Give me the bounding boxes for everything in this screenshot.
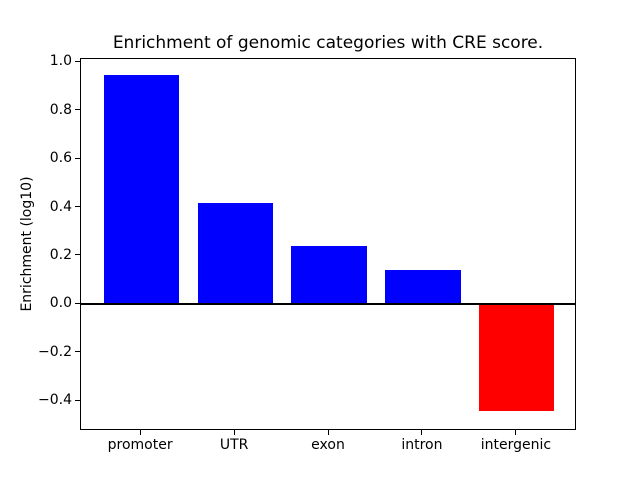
y-tick-mark <box>75 399 80 401</box>
bar-promoter <box>103 74 179 305</box>
zero-line <box>81 303 575 306</box>
y-tick-label: 1.0 <box>49 53 72 70</box>
y-tick-mark <box>75 157 80 159</box>
y-tick-mark <box>75 351 80 353</box>
y-tick-mark <box>75 60 80 62</box>
bar-exon <box>291 246 367 305</box>
x-tick-label: exon <box>311 437 345 453</box>
x-tick-label: UTR <box>219 437 249 453</box>
y-tick-mark <box>75 109 80 111</box>
chart-title: Enrichment of genomic categories with CR… <box>112 33 544 53</box>
y-tick-label: −0.4 <box>38 392 72 408</box>
x-tick-label: intron <box>401 437 443 453</box>
x-tick-label: intergenic <box>480 437 552 453</box>
x-tick-mark <box>233 430 235 435</box>
y-tick-label: 0.2 <box>49 246 72 263</box>
y-tick-label: 0.8 <box>49 101 72 118</box>
bars-container <box>81 59 575 429</box>
bar-intergenic <box>479 304 555 411</box>
y-tick-label: 0.6 <box>49 150 72 167</box>
x-tick-label: promoter <box>107 437 173 453</box>
x-tick-mark <box>139 430 141 435</box>
y-tick-mark <box>75 254 80 256</box>
y-tick-label: 0.0 <box>49 295 72 312</box>
y-tick-mark <box>75 302 80 304</box>
x-tick-mark <box>421 430 423 435</box>
y-tick-label: −0.2 <box>38 343 72 360</box>
bar-UTR <box>197 202 273 305</box>
x-tick-mark <box>515 430 517 435</box>
x-tick-mark <box>327 430 329 435</box>
y-tick-mark <box>75 206 80 207</box>
plot-area <box>80 58 576 430</box>
y-axis-label: Enrichment (log10) <box>19 176 35 312</box>
y-tick-label: 0.4 <box>49 198 72 215</box>
bar-intron <box>385 270 461 305</box>
